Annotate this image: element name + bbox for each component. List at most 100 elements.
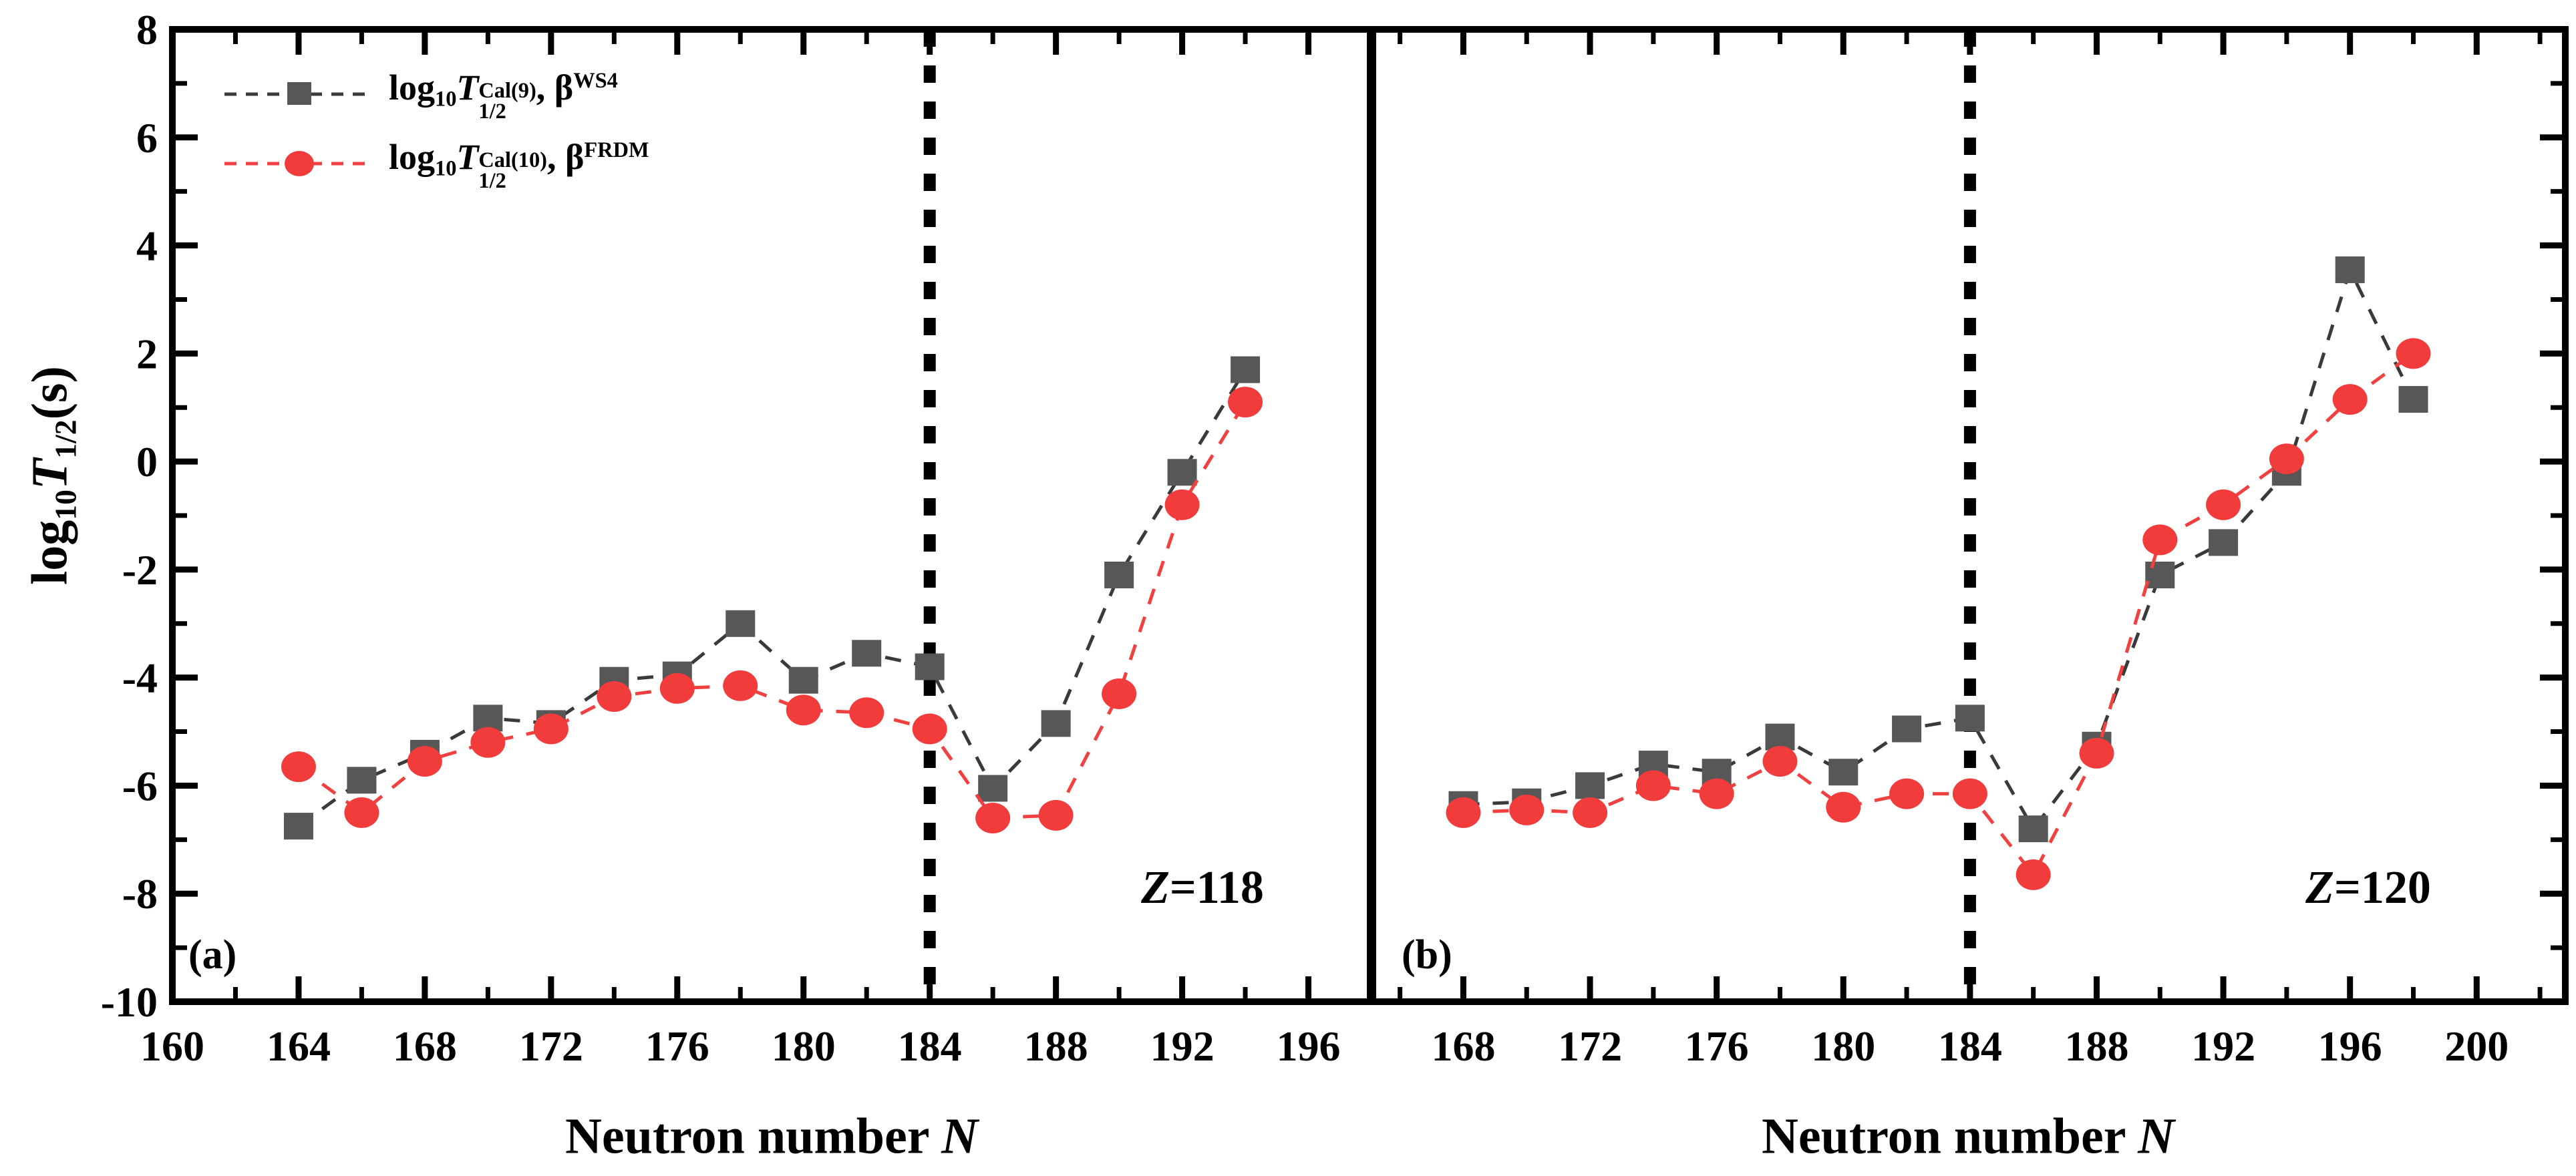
data-point-circle: [2332, 384, 2368, 415]
data-point-circle: [1699, 778, 1734, 809]
x-tick-label: 196: [1277, 1022, 1341, 1070]
x-tick-label: 168: [1431, 1022, 1495, 1070]
data-point-square: [1167, 459, 1197, 486]
x-tick-label: 164: [267, 1022, 331, 1070]
data-point-circle: [1509, 794, 1545, 825]
data-point-circle: [1446, 797, 1481, 828]
data-point-circle: [2269, 443, 2304, 475]
data-point-square: [2209, 529, 2239, 556]
legend: log10T Cal(9) 1/2, βWS4 log10T Cal(10) 1/2, β…: [222, 67, 649, 192]
text-segment: Z: [1141, 862, 1170, 914]
text-segment: 1/2: [48, 419, 83, 459]
x-tick-label: 184: [1938, 1022, 2002, 1070]
x-tick-label: 176: [645, 1022, 709, 1070]
text-segment: FRDM: [584, 138, 649, 163]
x-ticks: [1398, 29, 2543, 1002]
data-point-circle: [1889, 778, 1925, 809]
annotation-z118: Z=118: [1141, 861, 1264, 915]
data-point-square: [347, 767, 377, 794]
data-point-square: [1955, 705, 1985, 732]
y-tick-label: -4: [122, 654, 158, 702]
data-point-circle: [344, 797, 379, 828]
text-segment: N: [941, 1108, 978, 1165]
data-point-circle: [281, 751, 316, 783]
data-point-circle: [2142, 524, 2178, 556]
legend-marker-frdm: [224, 151, 374, 177]
text-segment: N: [2138, 1108, 2175, 1165]
x-ticks: [169, 29, 1312, 1002]
data-point-circle: [597, 680, 632, 712]
text-segment: 10: [48, 489, 83, 520]
x-tick-label: 192: [1150, 1022, 1215, 1070]
x-axis-title-panel-a: Neutron number N: [565, 1108, 978, 1166]
data-point-square: [978, 775, 1008, 802]
series-line: [297, 401, 1247, 820]
data-point-circle: [1635, 770, 1671, 801]
data-point-circle: [2016, 859, 2051, 890]
x-tick-label: 200: [2444, 1022, 2509, 1070]
legend-item-ws4: log10T Cal(9) 1/2, βWS4: [222, 67, 649, 122]
y-tick-label: -6: [122, 762, 158, 809]
data-point-circle: [659, 672, 695, 704]
text-segment: log: [389, 67, 436, 108]
series-line: [1463, 352, 2414, 878]
data-point-square: [1041, 710, 1071, 737]
y-tick-label: 0: [136, 438, 158, 485]
panel-label-b: (b): [1402, 932, 1452, 978]
x-tick-label: 184: [898, 1022, 962, 1070]
data-point-square: [2335, 256, 2365, 283]
series-line: [1463, 265, 2415, 832]
y-tick-label: 2: [136, 330, 158, 377]
panel-a: 160 164 168 172 176 180 184 188 192 196: [140, 26, 1375, 1070]
x-tick-label: 172: [1558, 1022, 1622, 1070]
x-tick-label: 168: [393, 1022, 457, 1070]
text-segment: =120: [2333, 862, 2431, 914]
data-point-circle: [849, 697, 884, 729]
data-point-square: [1765, 723, 1795, 751]
y-tick-label: 8: [136, 6, 158, 53]
x-tick-label: 196: [2318, 1022, 2382, 1070]
panel-label-a: (a): [188, 932, 237, 978]
data-point-square: [788, 666, 818, 694]
legend-marker-ws4: [224, 82, 374, 106]
x-tick-label: 192: [2191, 1022, 2255, 1070]
data-point-circle: [1038, 799, 1074, 831]
data-point-square: [2018, 815, 2048, 843]
data-point-circle: [723, 670, 758, 701]
data-point-circle: [1228, 387, 1263, 418]
stacked-scripts: Cal(9) 1/2: [478, 78, 536, 124]
text-segment: , β: [536, 67, 574, 108]
text-segment: log: [389, 137, 436, 178]
legend-label: log10T Cal(10) 1/2, βFRDM: [389, 136, 649, 193]
legend-circle-marker: [285, 151, 314, 177]
stacked-scripts: Cal(10) 1/2: [478, 148, 547, 193]
y-tick-label: -8: [122, 870, 158, 918]
data-point-square: [283, 813, 313, 840]
text-segment: Z: [2305, 862, 2334, 914]
text-segment: =118: [1169, 862, 1264, 914]
x-tick-label: 180: [772, 1022, 836, 1070]
data-point-square: [473, 705, 503, 732]
text-segment: 10: [435, 87, 457, 112]
data-point-circle: [407, 746, 442, 777]
text-segment: T: [456, 137, 479, 178]
data-point-circle: [2396, 338, 2431, 369]
data-point-square: [1828, 759, 1859, 786]
y-ticks: [172, 26, 2565, 1005]
legend-label: log10T Cal(9) 1/2, βWS4: [389, 67, 618, 122]
legend-square-marker: [287, 82, 311, 106]
y-tick-label: -10: [101, 978, 158, 1026]
x-tick-label: 188: [2064, 1022, 2128, 1070]
series-ws4: [1448, 256, 2428, 843]
text-segment: Neutron number: [565, 1108, 942, 1165]
data-point-square: [2145, 561, 2175, 588]
annotation-z120: Z=120: [2305, 861, 2431, 915]
data-point-square: [852, 640, 882, 667]
text-segment: 10: [435, 157, 457, 182]
data-point-square: [915, 653, 945, 680]
y-tick-label: -2: [122, 546, 158, 594]
data-point-circle: [1102, 678, 1137, 709]
data-point-circle: [1164, 489, 1200, 520]
text-segment: , β: [546, 137, 585, 178]
